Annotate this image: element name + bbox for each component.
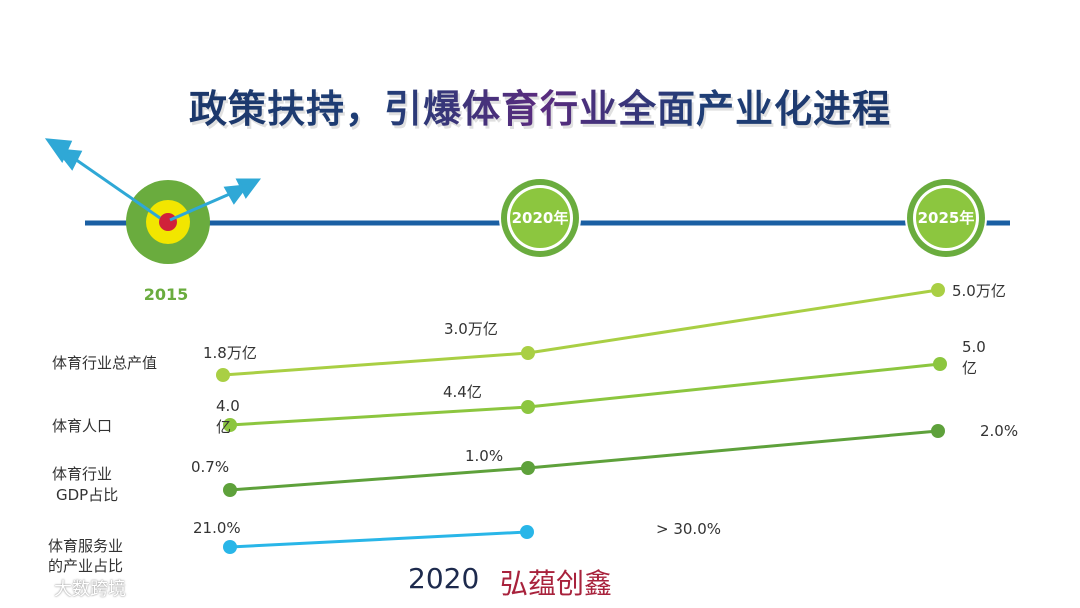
- value-service-2015: 21.0%: [193, 519, 241, 537]
- dot-pop-2025: [933, 357, 947, 371]
- row-line-total-output: [216, 283, 945, 382]
- row-line-gdp-share: [223, 424, 945, 497]
- dot-service-2020: [520, 525, 534, 539]
- dot-total-2015: [216, 368, 230, 382]
- arrow-left-icon: [44, 138, 161, 220]
- milestone-2025: [905, 177, 987, 259]
- value-total-2020: 3.0万亿: [444, 320, 498, 338]
- row-label-service-share-line1: 体育服务业: [48, 537, 124, 555]
- row-label-service-share-line2: 的产业占比: [48, 557, 124, 575]
- footer-year: 2020: [408, 562, 480, 595]
- row-label-sports-population: 体育人口: [52, 417, 113, 435]
- value-total-2025: 5.0万亿: [952, 282, 1006, 300]
- row-label-gdp-share-line1: 体育行业: [52, 465, 113, 483]
- dot-pop-2020: [521, 400, 535, 414]
- dot-pop-2015: [223, 418, 237, 432]
- row-label-gdp-share-line2: GDP占比: [56, 486, 119, 504]
- milestone-2025-label: 2025年: [917, 209, 975, 227]
- value-pop-2020: 4.4亿: [443, 383, 482, 401]
- footer-brand: 弘蕴创鑫: [500, 567, 613, 600]
- value-gdp-2025: 2.0%: [980, 422, 1019, 440]
- row-line-sports-population: [223, 357, 947, 432]
- value-pop-2025: 5.0亿: [962, 338, 986, 377]
- value-pop-2015: 4.0亿: [216, 397, 240, 436]
- dot-gdp-2020: [521, 461, 535, 475]
- value-gdp-2020: 1.0%: [465, 447, 504, 465]
- row-label-total-output: 体育行业总产值: [52, 354, 158, 372]
- target-2015-icon: [126, 180, 210, 264]
- watermark-text: 大数跨境: [54, 579, 126, 600]
- value-gdp-2015: 0.7%: [191, 458, 230, 476]
- page-title: 政策扶持，引爆体育行业全面产业化进程: [0, 78, 1080, 133]
- value-service-2025: > 30.0%: [656, 520, 721, 538]
- dot-gdp-2015: [223, 483, 237, 497]
- timeline-start-label: 2015: [143, 285, 189, 304]
- row-line-service-share: [223, 525, 534, 554]
- watermark-logo-icon: [12, 578, 54, 596]
- arrow-right-icon: [169, 178, 261, 222]
- dot-gdp-2025: [931, 424, 945, 438]
- dot-total-2020: [521, 346, 535, 360]
- page-title-shadow: 政策扶持，引爆体育行业全面产业化进程: [2, 81, 1080, 136]
- value-total-2015: 1.8万亿: [203, 344, 257, 362]
- milestone-2020-label: 2020年: [511, 209, 569, 227]
- dot-service-2015: [223, 540, 237, 554]
- milestone-2020: [499, 177, 581, 259]
- dot-total-2025: [931, 283, 945, 297]
